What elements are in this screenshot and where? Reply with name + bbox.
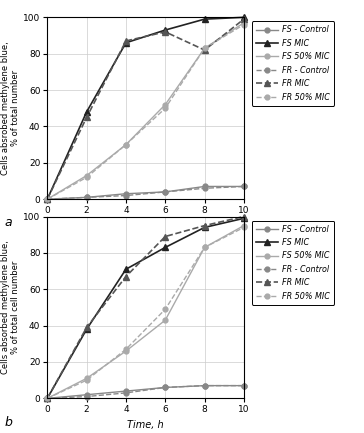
Legend: FS - Control, FS MIC, FS 50% MIC, FR - Control, FR MIC, FR 50% MIC: FS - Control, FS MIC, FS 50% MIC, FR - C… bbox=[252, 21, 335, 106]
Y-axis label: Cells absorbed methylene blue,
% of total cell number: Cells absorbed methylene blue, % of tota… bbox=[1, 240, 20, 375]
Legend: FS - Control, FS MIC, FS 50% MIC, FR - Control, FR MIC, FR 50% MIC: FS - Control, FS MIC, FS 50% MIC, FR - C… bbox=[252, 220, 335, 305]
Text: b: b bbox=[4, 416, 12, 429]
X-axis label: Time, h: Time, h bbox=[127, 221, 164, 231]
X-axis label: Time, h: Time, h bbox=[127, 420, 164, 430]
Y-axis label: Cells absrobed methylene blue,
% of total number: Cells absrobed methylene blue, % of tota… bbox=[1, 42, 20, 175]
Text: a: a bbox=[4, 216, 12, 229]
